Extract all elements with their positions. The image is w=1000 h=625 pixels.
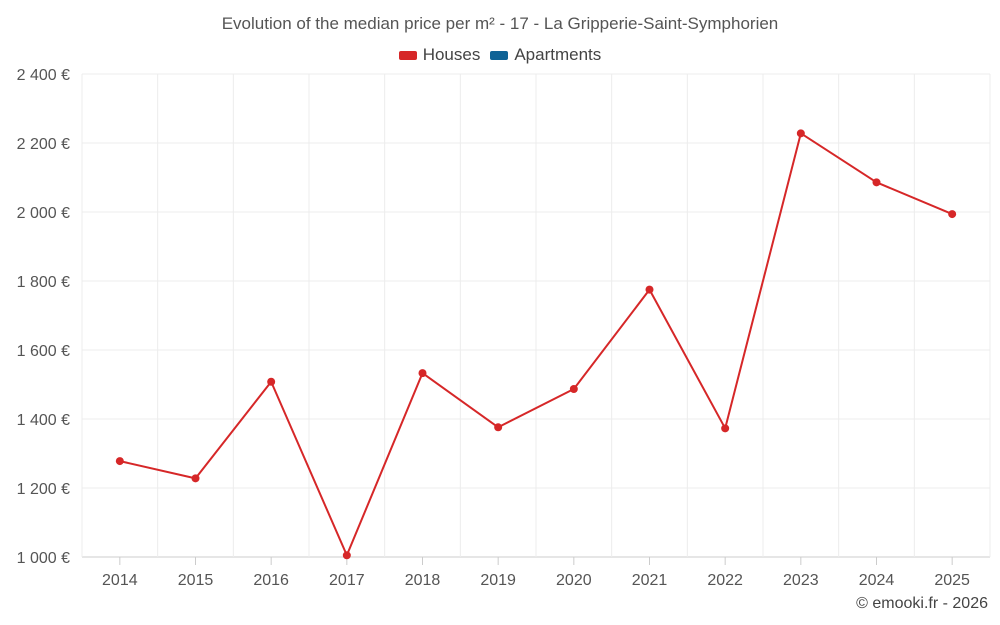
x-tick-label: 2017 <box>329 572 365 589</box>
series-line-houses <box>119 132 953 557</box>
x-tick-label: 2025 <box>934 572 970 589</box>
x-tick-label: 2021 <box>632 572 668 589</box>
y-tick-label: 1 800 € <box>17 274 70 291</box>
y-tick-label: 1 200 € <box>17 481 70 498</box>
x-tick-label: 2019 <box>480 572 516 589</box>
data-point <box>267 377 276 386</box>
y-tick-label: 2 000 € <box>17 205 70 222</box>
legend-swatch-apartments <box>490 50 509 60</box>
data-point <box>418 369 427 378</box>
data-point <box>569 384 578 393</box>
legend-item-apartments[interactable]: Apartments <box>490 45 601 65</box>
y-tick-label: 1 600 € <box>17 343 70 360</box>
legend-swatch-houses <box>398 50 417 60</box>
data-point <box>872 178 881 187</box>
x-tick-label: 2024 <box>859 572 895 589</box>
x-tick-label: 2016 <box>253 572 289 589</box>
data-point <box>191 474 200 483</box>
chart-title: Evolution of the median price per m² - 1… <box>221 14 779 33</box>
data-point <box>948 210 957 219</box>
copyright-credit: © emooki.fr - 2026 <box>856 595 988 612</box>
legend-item-houses[interactable]: Houses <box>398 45 481 65</box>
x-tick-label: 2015 <box>178 572 214 589</box>
legend-label-apartments: Apartments <box>514 45 602 64</box>
data-point <box>796 129 805 138</box>
data-point <box>342 551 351 560</box>
x-tick-label: 2018 <box>405 572 441 589</box>
chart-legend: Houses Apartments <box>0 45 1000 65</box>
x-tick-label: 2023 <box>783 572 819 589</box>
y-tick-label: 1 000 € <box>17 550 70 567</box>
x-tick-label: 2014 <box>102 572 138 589</box>
x-tick-label: 2020 <box>556 572 592 589</box>
data-point <box>494 423 503 432</box>
x-tick-label: 2022 <box>707 572 743 589</box>
y-tick-label: 2 200 € <box>17 136 70 153</box>
data-point <box>115 457 124 466</box>
legend-label-houses: Houses <box>422 45 481 64</box>
y-tick-label: 2 400 € <box>17 67 70 84</box>
data-point <box>721 424 730 433</box>
data-point <box>645 285 654 294</box>
y-tick-label: 1 400 € <box>17 412 70 429</box>
